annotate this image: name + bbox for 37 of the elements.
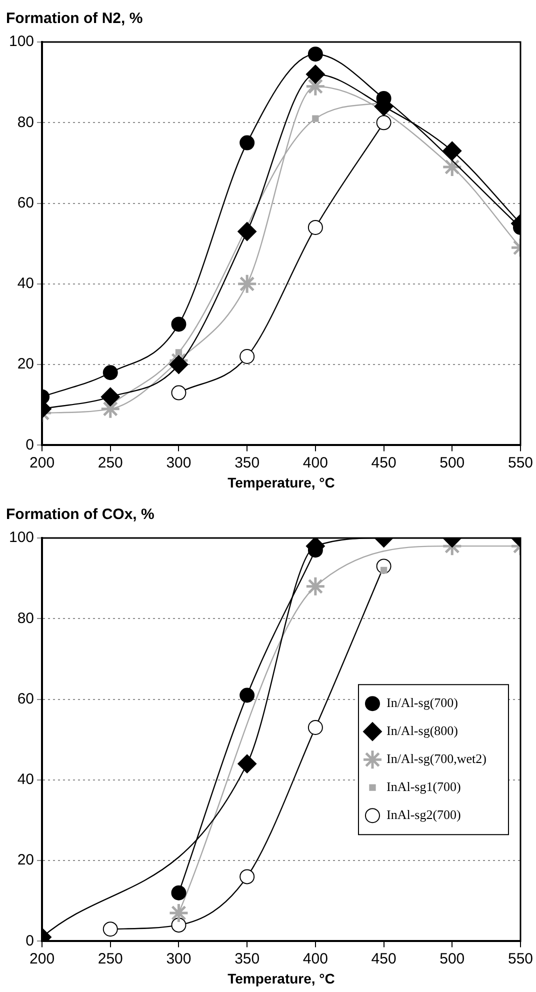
x-tick-label: 500 — [440, 454, 465, 472]
x-axis-title: Temperature, °C — [228, 970, 335, 986]
legend-label: In/Al-sg(700,wet2) — [386, 751, 486, 766]
y-tick-label: 100 — [8, 529, 34, 546]
x-tick-label: 450 — [371, 454, 396, 472]
legend-label: In/Al-sg(800) — [386, 723, 458, 738]
x-tick-label: 200 — [30, 454, 55, 472]
y-tick-label: 100 — [8, 33, 34, 50]
x-tick-label: 200 — [30, 950, 55, 968]
x-tick-label: 300 — [166, 950, 192, 968]
x-tick-label: 250 — [98, 950, 123, 968]
chart-title: Formation of N2, % — [6, 10, 143, 28]
y-tick-label: 0 — [26, 932, 34, 950]
x-tick-label: 450 — [371, 950, 396, 968]
legend-label: In/Al-sg(700) — [386, 695, 458, 710]
y-tick-label: 40 — [17, 275, 34, 292]
x-tick-label: 300 — [166, 454, 192, 472]
legend-label: InAl-sg2(700) — [386, 807, 461, 822]
y-tick-label: 60 — [17, 194, 34, 212]
x-tick-label: 350 — [234, 950, 260, 968]
y-tick-label: 40 — [17, 771, 34, 788]
x-tick-label: 500 — [440, 950, 465, 968]
chart-title: Formation of COx, % — [6, 506, 154, 524]
x-tick-label: 350 — [234, 454, 260, 472]
legend-label: InAl-sg1(700) — [386, 779, 461, 794]
y-tick-label: 0 — [26, 436, 34, 454]
y-tick-label: 60 — [17, 690, 34, 708]
x-tick-label: 250 — [98, 454, 123, 472]
y-tick-label: 80 — [17, 114, 34, 131]
x-tick-label: 550 — [508, 950, 533, 968]
y-tick-label: 20 — [17, 356, 34, 373]
y-tick-label: 20 — [17, 852, 34, 869]
x-tick-label: 400 — [302, 454, 328, 472]
y-tick-label: 80 — [17, 610, 34, 627]
x-tick-label: 400 — [302, 950, 328, 968]
x-tick-label: 550 — [508, 454, 533, 472]
x-axis-title: Temperature, °C — [228, 474, 335, 490]
